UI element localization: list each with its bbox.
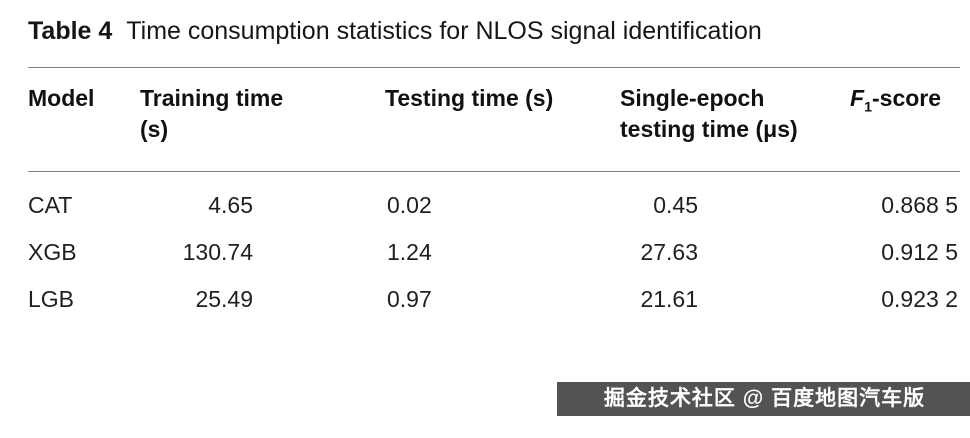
col-header-model-label: Model bbox=[28, 85, 95, 111]
cell-f1-score: 0.923 2 bbox=[881, 286, 958, 312]
f1-subscript: 1 bbox=[864, 99, 872, 116]
cell-training-time: 25.49 bbox=[195, 286, 253, 312]
col-header-model: Model bbox=[28, 67, 140, 172]
col-header-testing-time: Testing time (s) bbox=[385, 67, 620, 172]
header-row: Model Training time (s) Testing time (s)… bbox=[28, 67, 960, 172]
table-row: XGB 130.74 1.24 27.63 0.912 5 bbox=[28, 229, 960, 276]
cell-f1-score: 0.868 5 bbox=[881, 192, 958, 218]
cell-training-time: 4.65 bbox=[208, 192, 253, 218]
table-figure: Table 4 Time consumption statistics for N… bbox=[0, 14, 970, 416]
cell-model: LGB bbox=[28, 286, 75, 312]
cell-f1-score: 0.912 5 bbox=[881, 239, 958, 265]
col-header-f1-score: F1-score bbox=[850, 67, 960, 172]
watermark-banner: 掘金技术社区 @ 百度地图汽车版 bbox=[557, 382, 970, 416]
cell-model: CAT bbox=[28, 192, 73, 218]
table-body: CAT 4.65 0.02 0.45 0.868 5 XGB 130.74 1.… bbox=[28, 172, 960, 324]
col-header-training-time: Training time (s) bbox=[140, 67, 385, 172]
table-row: CAT 4.65 0.02 0.45 0.868 5 bbox=[28, 172, 960, 230]
table-header: Model Training time (s) Testing time (s)… bbox=[28, 67, 960, 172]
table-caption: Table 4 Time consumption statistics for N… bbox=[28, 14, 828, 49]
cell-testing-time: 1.24 bbox=[387, 239, 432, 265]
table-row: LGB 25.49 0.97 21.61 0.923 2 bbox=[28, 276, 960, 323]
stats-table: Model Training time (s) Testing time (s)… bbox=[28, 67, 960, 323]
cell-training-time: 130.74 bbox=[182, 239, 253, 265]
col-header-training-time-label: Training time (s) bbox=[140, 85, 284, 142]
col-header-single-epoch-time-label: Single-epoch testing time (μs) bbox=[620, 85, 798, 142]
caption-label: Table 4 bbox=[28, 17, 113, 45]
f1-letter: F bbox=[850, 85, 865, 111]
cell-single-epoch-time: 0.45 bbox=[653, 192, 698, 218]
cell-single-epoch-time: 27.63 bbox=[640, 239, 698, 265]
col-header-single-epoch-time: Single-epoch testing time (μs) bbox=[620, 67, 850, 172]
f1-suffix: -score bbox=[872, 85, 942, 111]
caption-text: Time consumption statistics for NLOS sig… bbox=[126, 17, 762, 45]
cell-testing-time: 0.97 bbox=[387, 286, 432, 312]
cell-single-epoch-time: 21.61 bbox=[640, 286, 698, 312]
col-header-testing-time-label: Testing time (s) bbox=[385, 85, 554, 111]
cell-model: XGB bbox=[28, 239, 77, 265]
cell-testing-time: 0.02 bbox=[387, 192, 432, 218]
